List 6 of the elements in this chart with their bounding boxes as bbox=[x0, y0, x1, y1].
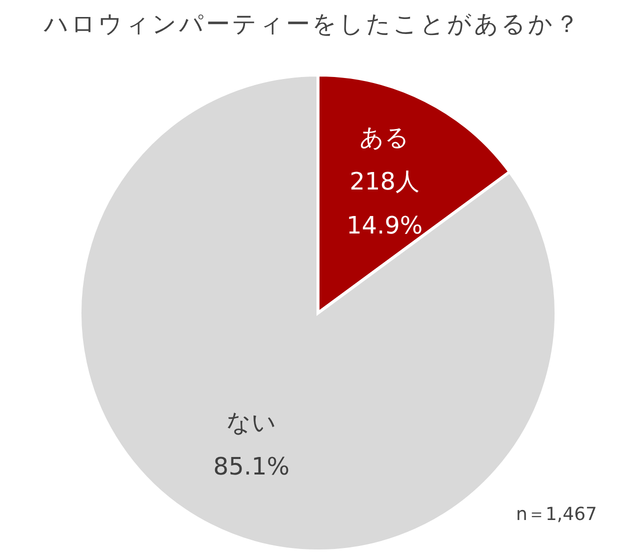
data-label: 218人 14.9% bbox=[346, 167, 423, 240]
slice-label: ない bbox=[226, 408, 276, 437]
data-label: 85.1% bbox=[213, 452, 290, 481]
text: n＝1,467 bbox=[516, 503, 597, 526]
slice-label: ある bbox=[360, 123, 410, 152]
chart-title: ハロウィンパーティーをしたことがあるか？ bbox=[42, 9, 582, 40]
